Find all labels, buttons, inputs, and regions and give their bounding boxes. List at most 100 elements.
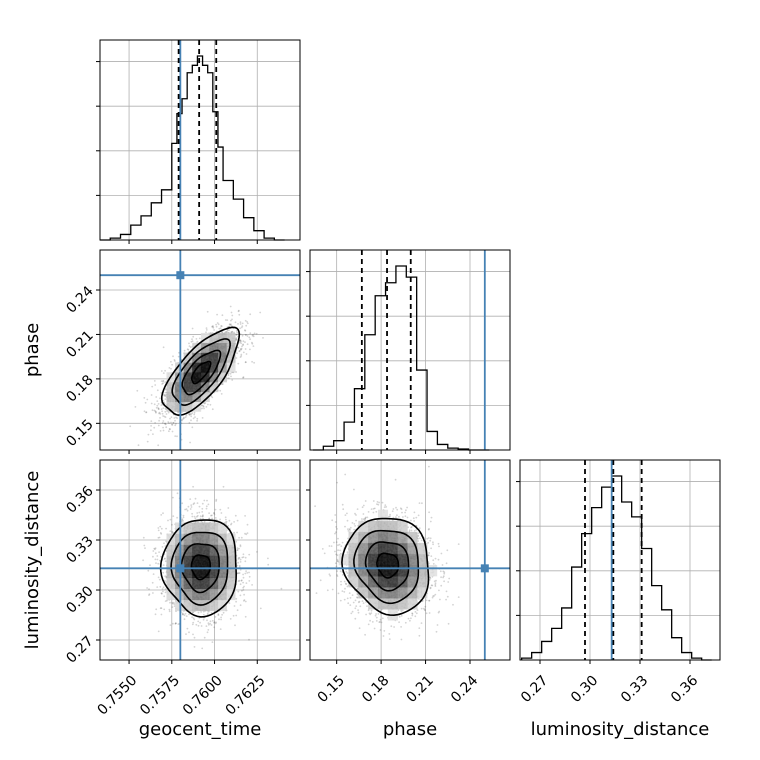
sample-point [213,621,216,624]
sample-point [159,413,162,415]
sample-point [217,613,220,616]
sample-point [200,611,203,613]
sample-point [214,622,217,625]
density-cell [226,332,236,344]
sample-point [182,516,185,519]
sample-point [161,546,164,548]
sample-point [207,403,209,406]
sample-point [222,485,225,488]
sample-point [170,367,172,370]
sample-point [172,622,174,625]
density-cell [218,342,227,353]
sample-point [187,348,190,351]
sample-point [174,419,176,422]
sample-point [164,410,167,413]
sample-point [244,348,247,350]
density-cell [183,352,193,363]
sample-point [164,369,167,372]
sample-point [230,522,233,525]
sample-point [189,346,192,349]
sample-point [162,512,164,515]
sample-point [191,623,194,626]
sample-point [249,338,252,341]
sample-point [151,581,154,584]
sample-point [157,424,160,427]
sample-point [207,610,210,613]
sample-point [252,335,255,338]
sample-point [195,515,198,518]
sample-point [213,626,216,629]
sample-point [229,323,232,326]
sample-point [169,417,171,420]
sample-point [198,505,201,508]
sample-point [230,523,232,526]
density-cell [192,382,202,393]
sample-point [151,409,154,412]
sample-point [154,384,157,386]
sample-point [192,485,195,488]
sample-point [206,612,209,615]
sample-point [202,517,204,520]
sample-point [235,540,238,543]
sample-point [155,562,157,564]
sample-point [234,321,237,324]
sample-point [192,611,194,613]
sample-point [237,557,240,559]
sample-point [157,444,160,447]
sample-point [256,551,258,553]
sample-point [249,313,252,316]
sample-point [162,382,164,385]
sample-point [241,345,243,348]
sample-point [162,429,165,432]
sample-point [163,394,166,396]
sample-point [235,614,238,617]
sample-point [193,618,196,621]
sample-point [176,435,178,438]
sample-point [184,416,187,419]
sample-point [215,325,218,328]
sample-point [225,331,227,333]
sample-point [233,521,236,523]
sample-point [172,515,175,517]
sample-point [164,557,166,560]
sample-point [193,413,196,416]
sample-point [253,332,256,335]
sample-point [156,400,159,402]
sample-point [168,367,171,369]
sample-point [169,530,172,532]
sample-point [252,333,254,336]
sample-point [189,441,192,444]
sample-point [248,638,250,641]
sample-point [239,568,242,571]
density-cell [183,382,193,393]
sample-point [192,617,195,620]
hist-luminosity_distance [516,460,720,664]
sample-point [244,572,247,575]
sample-point [161,588,164,590]
sample-point [237,323,239,325]
density-cell [209,342,219,353]
sample-point [196,419,199,422]
sample-point [222,383,224,385]
density-cell [192,372,202,383]
sample-point [190,340,193,343]
sample-point [239,341,242,343]
sample-point [209,620,212,623]
sample-point [245,353,248,355]
sample-point [162,571,165,574]
sample-point [222,611,225,614]
sample-point [202,405,205,408]
sample-point [219,628,222,630]
sample-point [246,335,249,337]
sample-point [220,618,223,621]
sample-point [164,588,167,590]
sample-point [188,413,191,415]
sample-point [158,536,161,539]
sample-point [212,325,214,328]
sample-point [245,324,248,327]
sample-point [207,623,210,626]
sample-point [225,331,228,334]
density-cell [200,362,210,373]
sample-point [245,570,248,572]
sample-point [167,421,170,423]
